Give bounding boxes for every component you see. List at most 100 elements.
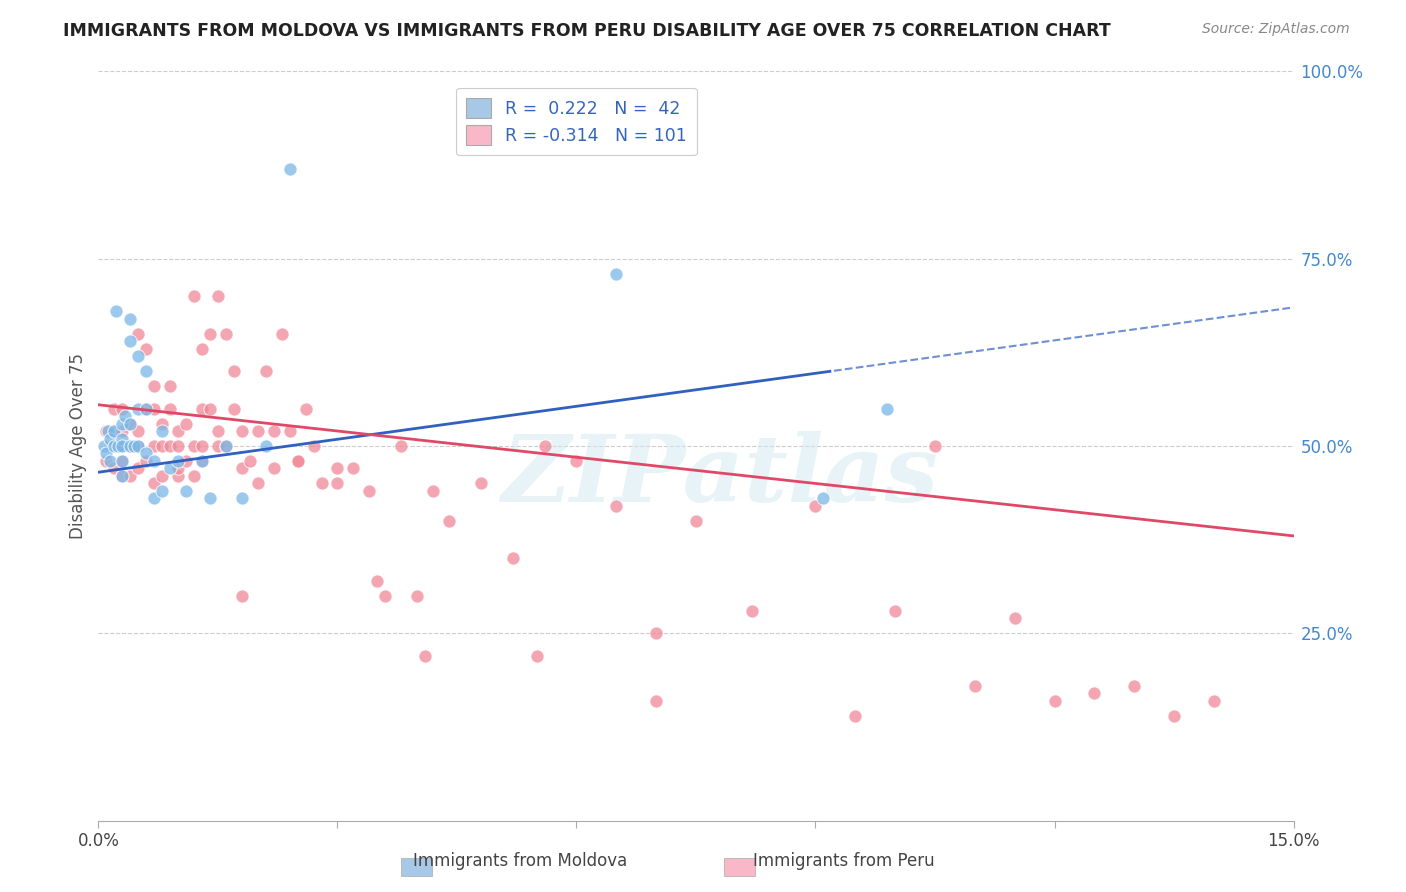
Point bbox=[111, 417, 134, 431]
Point bbox=[107, 439, 129, 453]
Point bbox=[111, 469, 134, 483]
Point bbox=[120, 439, 142, 453]
Point bbox=[198, 491, 221, 506]
Point bbox=[120, 311, 142, 326]
Point bbox=[103, 461, 125, 475]
Point bbox=[565, 454, 588, 468]
Point bbox=[103, 424, 125, 438]
Text: Immigrants from Moldova: Immigrants from Moldova bbox=[413, 852, 627, 870]
Point bbox=[98, 439, 122, 453]
Point bbox=[191, 439, 214, 453]
Point bbox=[103, 424, 125, 438]
Point bbox=[278, 161, 301, 176]
Point bbox=[645, 694, 668, 708]
Point bbox=[98, 432, 122, 446]
Point bbox=[135, 446, 157, 460]
Point bbox=[167, 469, 190, 483]
Point bbox=[167, 424, 190, 438]
Point bbox=[167, 461, 190, 475]
Point bbox=[150, 439, 173, 453]
Point bbox=[93, 439, 115, 453]
Point bbox=[111, 439, 134, 453]
Point bbox=[159, 379, 181, 393]
Point bbox=[685, 514, 707, 528]
Legend: R =  0.222   N =  42, R = -0.314   N = 101: R = 0.222 N = 42, R = -0.314 N = 101 bbox=[456, 87, 697, 155]
Point bbox=[876, 401, 898, 416]
Point bbox=[127, 349, 149, 363]
Point bbox=[246, 476, 269, 491]
Point bbox=[502, 551, 524, 566]
Point bbox=[111, 469, 134, 483]
Point bbox=[804, 499, 827, 513]
Point bbox=[135, 364, 157, 378]
Point bbox=[294, 401, 316, 416]
Point bbox=[96, 446, 118, 460]
Point bbox=[207, 424, 229, 438]
Point bbox=[231, 424, 253, 438]
Point bbox=[1004, 611, 1026, 625]
Point bbox=[191, 342, 214, 356]
Point bbox=[135, 454, 157, 468]
Point bbox=[374, 589, 396, 603]
Point bbox=[103, 401, 125, 416]
Point bbox=[422, 483, 444, 498]
Point bbox=[127, 424, 149, 438]
Point bbox=[174, 417, 197, 431]
Point bbox=[533, 439, 555, 453]
Point bbox=[111, 432, 134, 446]
Point bbox=[437, 514, 460, 528]
Point bbox=[96, 454, 118, 468]
Point bbox=[114, 409, 136, 423]
Point bbox=[844, 708, 866, 723]
Point bbox=[183, 289, 205, 303]
Point bbox=[198, 326, 221, 341]
Point bbox=[143, 454, 166, 468]
Point bbox=[215, 439, 238, 453]
Point bbox=[135, 401, 157, 416]
Point bbox=[741, 604, 763, 618]
Point bbox=[207, 439, 229, 453]
Point bbox=[254, 364, 277, 378]
Point bbox=[278, 424, 301, 438]
Point bbox=[120, 334, 142, 348]
Point bbox=[342, 461, 364, 475]
Y-axis label: Disability Age Over 75: Disability Age Over 75 bbox=[69, 353, 87, 539]
Point bbox=[326, 476, 349, 491]
Point bbox=[605, 499, 627, 513]
Point bbox=[150, 483, 173, 498]
Text: Source: ZipAtlas.com: Source: ZipAtlas.com bbox=[1202, 22, 1350, 37]
Point bbox=[1202, 694, 1225, 708]
Point bbox=[159, 439, 181, 453]
Point bbox=[96, 424, 118, 438]
Point bbox=[174, 454, 197, 468]
Point bbox=[104, 304, 127, 318]
Point bbox=[813, 491, 835, 506]
Point bbox=[222, 364, 245, 378]
Point bbox=[150, 424, 173, 438]
Point bbox=[198, 401, 221, 416]
Point bbox=[103, 439, 125, 453]
Point bbox=[127, 461, 149, 475]
Point bbox=[135, 401, 157, 416]
Point bbox=[222, 401, 245, 416]
Point bbox=[120, 417, 142, 431]
Point bbox=[246, 424, 269, 438]
Point bbox=[111, 439, 134, 453]
Point bbox=[143, 379, 166, 393]
Point bbox=[150, 417, 173, 431]
Point bbox=[167, 439, 190, 453]
Point bbox=[326, 461, 349, 475]
Point bbox=[215, 326, 238, 341]
Point bbox=[287, 454, 309, 468]
Point bbox=[1163, 708, 1185, 723]
Point bbox=[127, 326, 149, 341]
Point bbox=[239, 454, 262, 468]
Point bbox=[1043, 694, 1066, 708]
Text: ZIPatlas: ZIPatlas bbox=[502, 431, 938, 521]
Point bbox=[287, 454, 309, 468]
Point bbox=[150, 469, 173, 483]
Point bbox=[111, 424, 134, 438]
Point bbox=[605, 267, 627, 281]
Point bbox=[120, 439, 142, 453]
Point bbox=[191, 454, 214, 468]
